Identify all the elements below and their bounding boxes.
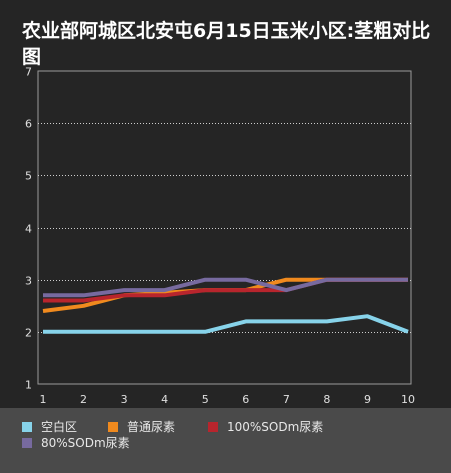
plot-frame — [37, 70, 412, 385]
x-tick-label: 1 — [40, 393, 47, 406]
y-tick-label: 3 — [25, 275, 32, 288]
x-tick-label: 2 — [80, 393, 87, 406]
legend-swatch — [22, 421, 32, 432]
legend-label: 80%SODm尿素 — [41, 436, 130, 450]
x-tick-label: 10 — [401, 393, 415, 406]
x-tick-label: 5 — [202, 393, 209, 406]
y-tick-label: 6 — [25, 118, 32, 131]
legend: 空白区 普通尿素 100%SODm尿素 80%SODm尿素 — [0, 408, 451, 473]
x-tick-label: 8 — [323, 393, 330, 406]
line-chart: 1 2 3 4 5 6 7 1 2 3 4 5 6 7 8 9 10 — [25, 66, 415, 407]
legend-label: 100%SODm尿素 — [227, 420, 324, 434]
x-tick-label: 7 — [283, 393, 290, 406]
y-tick-label: 1 — [25, 379, 32, 392]
x-tick-label: 4 — [161, 393, 168, 406]
x-tick-label: 9 — [364, 393, 371, 406]
legend-swatch — [108, 421, 118, 432]
legend-item: 100%SODm尿素 — [208, 418, 323, 435]
chart-title: 农业部阿城区北安屯6月15日玉米小区:茎粗对比图 — [22, 20, 431, 68]
legend-swatch — [208, 421, 218, 432]
y-tick-label: 2 — [25, 327, 32, 340]
y-tick-label: 7 — [25, 66, 32, 79]
y-tick-label: 5 — [25, 170, 32, 183]
legend-item: 普通尿素 — [108, 418, 175, 435]
series-line-4 — [43, 277, 408, 298]
legend-item: 80%SODm尿素 — [22, 434, 130, 451]
legend-swatch — [22, 437, 32, 448]
series-line-3 — [43, 277, 408, 303]
series-line-1 — [43, 314, 409, 334]
legend-label: 空白区 — [41, 420, 78, 434]
x-tick-label: 6 — [242, 393, 249, 406]
legend-item: 空白区 — [22, 418, 77, 435]
legend-label: 普通尿素 — [127, 420, 176, 434]
x-tick-label: 3 — [121, 393, 128, 406]
y-tick-label: 4 — [25, 223, 32, 236]
